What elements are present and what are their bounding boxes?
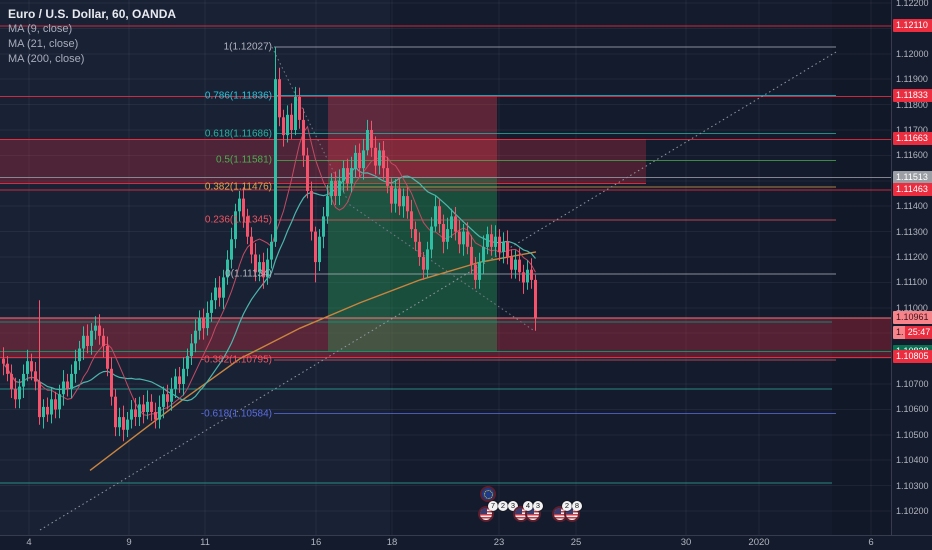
time-tick-label: 11 [200,537,210,548]
price-tick: 1.11700 [896,125,928,136]
price-tick: 1.11800 [896,99,928,110]
price-tick: 1.11600 [896,150,928,161]
ma-21-line [3,166,536,402]
price-tick: 1.12000 [896,48,929,59]
flag-canton [480,508,487,514]
price-tick: 1.10500 [896,429,929,440]
price-tick: 1.11300 [896,226,928,237]
time-tick-label: 9 [126,537,132,548]
ma-200-line [89,251,537,471]
time-tick-label: 2020 [748,537,770,548]
price-axis[interactable]: 1.10200 1.10300 1.10400 1.10500 1.10600 1.107… [891,0,932,535]
flag-canton [566,508,573,514]
price-tick: 1.10700 [896,379,929,390]
chart-legend: Euro / U.S. Dollar, 60, OANDA MA (9, clo… [8,6,176,67]
legend-ma-row-3[interactable]: MA (200, close) [8,53,85,65]
price-tick: 1.11400 [896,201,928,212]
bar-close-countdown: 1. 25:47 [893,326,932,340]
event-count-badge[interactable]: 7 [488,501,498,511]
lower-red-band [0,317,891,358]
flag-canton [527,508,534,514]
event-count-badge[interactable]: 3 [533,501,543,511]
price-tick: 1.10200 [896,506,929,517]
rising-dotted-trendline [39,51,837,531]
upper-red-zone [0,139,646,184]
eu-flag-event-icon[interactable] [480,486,496,502]
price-tick: 1.11100 [896,277,928,288]
price-line-label: 1.10961 [893,310,932,324]
legend-ma-row-2[interactable]: MA (21, close) [8,38,79,50]
price-line-label: 1.11463 [893,183,932,197]
flag-canton [515,508,522,514]
time-tick-label: 30 [680,537,692,548]
event-count-badge[interactable]: 2 [562,501,572,511]
time-tick-label: 23 [493,537,505,548]
event-count-badge[interactable]: 3 [508,501,518,511]
price-tick: 1.11200 [896,252,928,263]
time-tick-label: 4 [26,537,32,548]
candlesticks [2,47,537,442]
price-tick: 1.11900 [896,74,928,85]
position-target-box [328,177,497,352]
flag-canton [554,508,561,514]
legend-ma-row-1[interactable]: MA (9, close) [8,23,73,35]
us-flag-event-icon[interactable] [513,506,529,522]
time-tick-label: 18 [386,537,398,548]
event-count-badge[interactable]: 4 [523,501,533,511]
time-tick-label: 16 [310,537,322,548]
time-tick-label: 25 [570,537,582,548]
indicator-legend-list: MA (9, close) MA (21, close) MA (200, clos… [8,22,176,67]
price-tick: 1.10400 [896,455,929,466]
flag-stars [484,490,493,499]
price-tick: 1.12200 [896,0,929,9]
price-line-label: 1.11663 [893,132,932,146]
price-tick: 1.11000 [896,302,928,313]
symbol-title[interactable]: Euro / U.S. Dollar, 60, OANDA [8,7,177,21]
us-flag-event-icon[interactable] [478,506,494,522]
price-line-label: 1.11513 [893,170,932,184]
price-tick: 1.10600 [896,404,929,415]
event-count-badge[interactable]: 2 [498,501,508,511]
event-count-badge[interactable]: 8 [572,501,582,511]
price-line-label: 1.11833 [893,89,932,103]
time-tick-label: 6 [868,537,874,548]
price-line-label: 1.12110 [893,18,932,32]
time-axis[interactable]: 4 9 11 16 18 23 25 30 2020 6 [0,535,932,550]
price-line-label: 1.10805 [893,350,932,364]
price-tick: 1.10300 [896,480,929,491]
